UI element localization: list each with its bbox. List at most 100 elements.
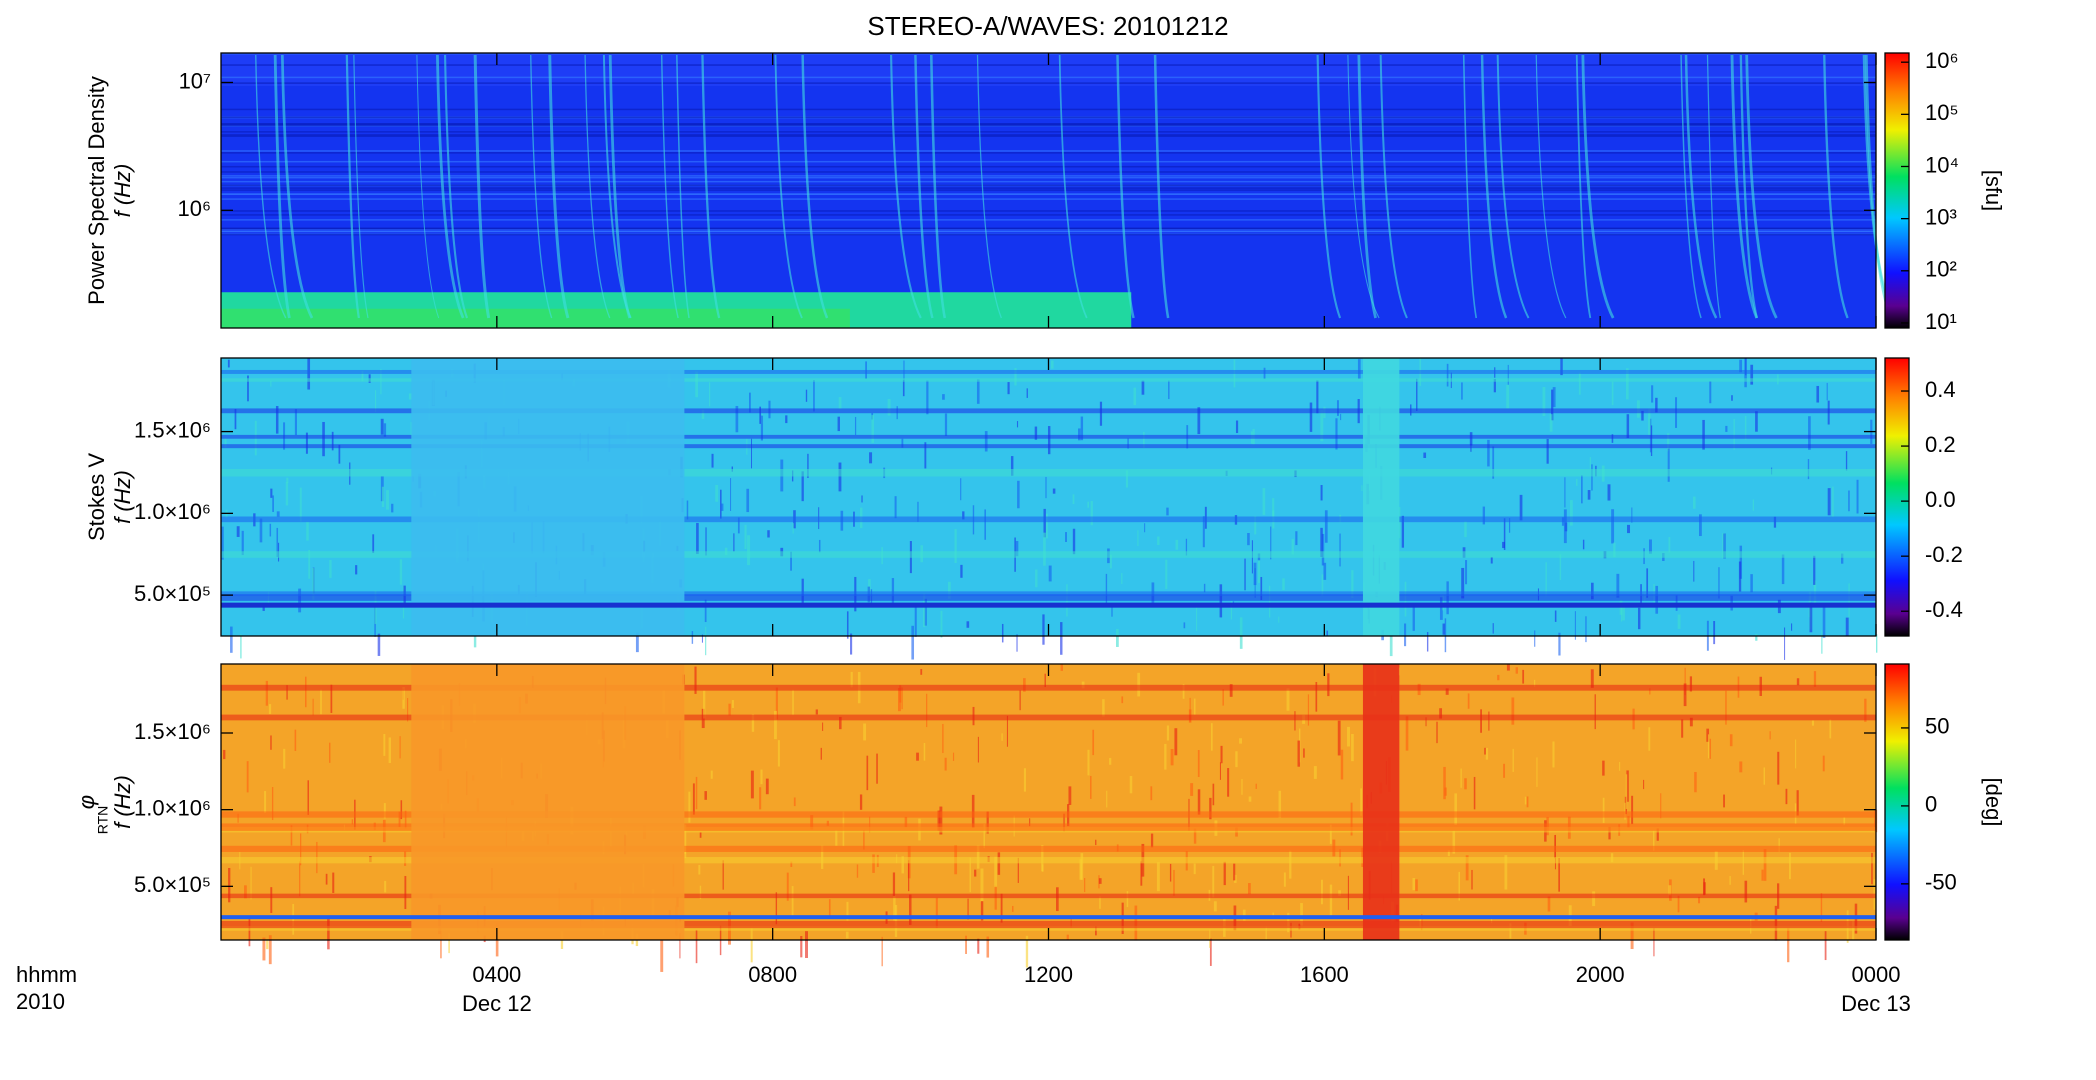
- texture: [660, 939, 664, 972]
- texture: [1458, 871, 1461, 901]
- texture: [746, 488, 750, 513]
- texture: [1347, 875, 1349, 910]
- x-tick-label: 0800: [748, 962, 797, 987]
- texture: [407, 698, 409, 722]
- texture: [221, 193, 1876, 195]
- colorbar-tick-label: 10⁶: [1925, 48, 1959, 73]
- texture: [735, 405, 739, 433]
- texture: [294, 409, 298, 436]
- texture: [887, 399, 891, 416]
- texture: [815, 709, 818, 715]
- texture: [1175, 539, 1179, 550]
- texture: [1351, 733, 1354, 762]
- texture: [701, 634, 704, 643]
- y-axis-label: φ: [74, 795, 99, 809]
- texture: [1684, 54, 1718, 319]
- texture: [1506, 664, 1510, 671]
- texture: [1398, 506, 1401, 539]
- texture: [1816, 385, 1820, 403]
- texture: [1295, 531, 1298, 546]
- texture: [1560, 358, 1563, 376]
- texture: [1845, 617, 1849, 637]
- texture: [1781, 554, 1785, 585]
- texture: [1222, 689, 1224, 706]
- texture: [1480, 709, 1482, 733]
- texture: [1641, 410, 1644, 421]
- texture: [759, 406, 762, 424]
- texture: [1627, 524, 1631, 534]
- texture: [248, 918, 251, 947]
- texture: [1811, 720, 1815, 726]
- texture: [221, 551, 1876, 558]
- texture: [1608, 826, 1611, 840]
- texture: [1627, 815, 1630, 828]
- texture: [805, 389, 808, 402]
- texture: [1000, 893, 1003, 923]
- texture: [869, 452, 873, 464]
- texture: [701, 54, 721, 319]
- texture: [1023, 768, 1027, 792]
- texture: [684, 824, 687, 859]
- texture: [1467, 693, 1470, 709]
- texture: [270, 735, 272, 750]
- texture: [1412, 605, 1415, 631]
- texture: [926, 693, 928, 728]
- texture: [1137, 672, 1141, 697]
- texture: [744, 524, 747, 549]
- texture: [221, 227, 1876, 230]
- texture: [1445, 688, 1449, 695]
- texture: [1404, 623, 1407, 647]
- texture: [1095, 839, 1097, 846]
- texture: [1570, 500, 1573, 526]
- texture: [221, 219, 1876, 221]
- y-axis-label: f (Hz): [110, 775, 135, 829]
- texture: [294, 729, 297, 751]
- texture: [383, 423, 387, 437]
- texture: [266, 939, 269, 950]
- texture: [1436, 721, 1438, 744]
- texture: [221, 823, 1876, 831]
- texture: [1729, 734, 1733, 747]
- texture: [1340, 749, 1344, 780]
- texture: [1439, 708, 1443, 719]
- texture: [1656, 828, 1659, 841]
- texture: [807, 453, 809, 479]
- texture: [765, 778, 769, 795]
- texture: [530, 54, 553, 319]
- texture: [704, 599, 707, 623]
- texture: [1731, 395, 1733, 401]
- texture: [221, 594, 1876, 601]
- texture: [1725, 425, 1728, 432]
- texture: [1827, 488, 1831, 516]
- texture: [1820, 893, 1823, 922]
- texture: [747, 535, 751, 566]
- texture: [908, 894, 912, 925]
- texture: [1648, 727, 1651, 751]
- texture: [1260, 576, 1263, 600]
- texture: [221, 135, 1876, 137]
- texture: [1787, 928, 1790, 963]
- texture: [1684, 667, 1686, 696]
- texture: [1087, 749, 1090, 776]
- texture: [388, 737, 392, 764]
- x-tick-label: 0000: [1852, 962, 1901, 987]
- texture: [1106, 790, 1108, 808]
- y-tick-label: 10⁷: [179, 68, 211, 93]
- texture: [1785, 788, 1788, 805]
- texture: [473, 634, 477, 648]
- texture: [240, 634, 242, 659]
- texture: [1320, 527, 1323, 558]
- texture: [1469, 432, 1473, 446]
- texture: [845, 931, 849, 939]
- texture: [1444, 618, 1447, 653]
- y-tick-label: 5.0×10⁵: [134, 872, 211, 897]
- texture: [1340, 413, 1342, 421]
- texture: [1646, 568, 1649, 598]
- texture: [1680, 54, 1702, 319]
- texture: [262, 937, 266, 961]
- texture: [760, 769, 763, 785]
- texture: [1677, 895, 1680, 913]
- texture: [221, 210, 1876, 212]
- texture: [221, 591, 1876, 597]
- texture: [1379, 54, 1408, 319]
